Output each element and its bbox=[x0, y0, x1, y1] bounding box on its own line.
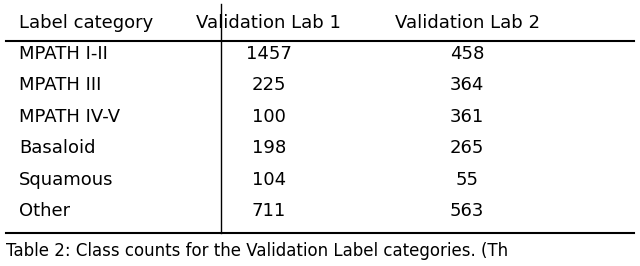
Text: 458: 458 bbox=[450, 45, 484, 63]
Text: 198: 198 bbox=[252, 139, 286, 157]
Text: Basaloid: Basaloid bbox=[19, 139, 96, 157]
Text: MPATH I-II: MPATH I-II bbox=[19, 45, 108, 63]
Text: Validation Lab 2: Validation Lab 2 bbox=[395, 14, 540, 32]
Text: Label category: Label category bbox=[19, 14, 154, 32]
Text: MPATH IV-V: MPATH IV-V bbox=[19, 108, 120, 126]
Text: 104: 104 bbox=[252, 171, 286, 189]
Text: 55: 55 bbox=[456, 171, 479, 189]
Text: Other: Other bbox=[19, 202, 70, 220]
Text: 225: 225 bbox=[252, 76, 286, 94]
Text: Table 2: Class counts for the Validation Label categories. (Th: Table 2: Class counts for the Validation… bbox=[6, 242, 509, 260]
Text: 361: 361 bbox=[450, 108, 484, 126]
Text: 364: 364 bbox=[450, 76, 484, 94]
Text: MPATH III: MPATH III bbox=[19, 76, 102, 94]
Text: 100: 100 bbox=[252, 108, 285, 126]
Text: 1457: 1457 bbox=[246, 45, 292, 63]
Text: Squamous: Squamous bbox=[19, 171, 114, 189]
Text: 711: 711 bbox=[252, 202, 286, 220]
Text: 563: 563 bbox=[450, 202, 484, 220]
Text: Validation Lab 1: Validation Lab 1 bbox=[196, 14, 341, 32]
Text: 265: 265 bbox=[450, 139, 484, 157]
